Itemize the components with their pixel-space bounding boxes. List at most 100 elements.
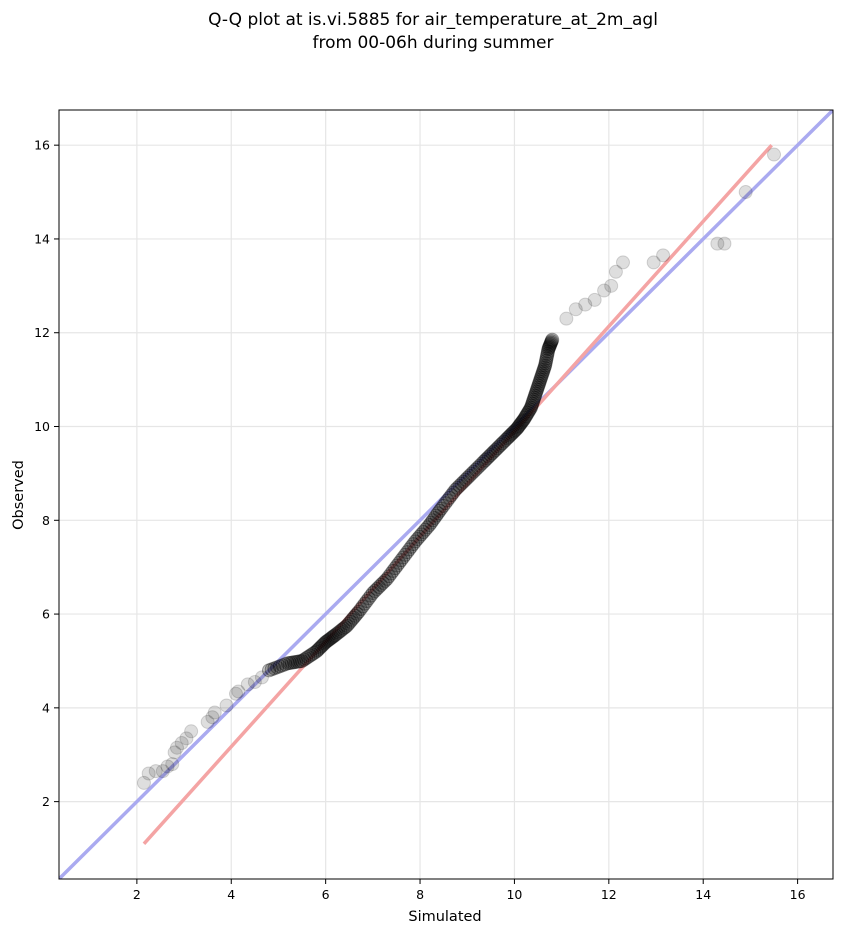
body-point-156 [530,382,545,397]
x-axis-label: Simulated [408,909,481,925]
body-point-131 [507,424,522,439]
body-point-16 [299,651,314,666]
body-point-31 [322,632,337,647]
body-point-133 [509,421,524,436]
x-tick-label-5: 12 [601,887,617,902]
body-point-101 [454,476,469,491]
body-point-52 [357,596,372,611]
body-point-159 [532,376,547,391]
y-tick-label-2: 6 [42,607,50,622]
body-point-95 [442,490,457,505]
body-point-36 [329,626,344,641]
body-point-105 [462,468,477,483]
x-tick-label-3: 8 [416,887,424,902]
x-tick-label-1: 4 [227,887,235,902]
tail-point-26 [608,264,623,279]
body-point-12 [291,654,306,669]
body-point-60 [373,577,388,592]
body-point-41 [338,620,353,635]
body-point-92 [436,498,451,513]
body-point-165 [536,364,551,379]
reference-lines [59,110,833,879]
body-point-66 [386,563,401,578]
tail-point-1 [141,766,156,781]
body-point-82 [418,522,433,537]
body-point-93 [438,496,453,511]
body-point-172 [539,349,554,364]
body-point-7 [280,656,295,671]
body-point-157 [530,380,545,395]
body-point-103 [458,472,473,487]
body-point-160 [532,374,547,389]
body-point-39 [334,622,349,637]
body-point-149 [525,396,540,411]
body-point-121 [491,439,506,454]
body-point-142 [518,409,533,424]
body-point-119 [488,442,503,457]
body-point-37 [331,625,346,640]
body-point-2 [267,661,282,676]
tail-point-2 [148,764,163,779]
body-point-135 [511,419,526,434]
body-point-6 [278,657,293,672]
identity-line [59,110,833,879]
body-point-122 [493,437,508,452]
body-point-76 [406,537,421,552]
body-point-46 [346,610,361,625]
body-point-134 [510,420,525,435]
body-point-86 [425,513,440,528]
body-point-91 [434,501,449,516]
body-point-61 [375,575,390,590]
body-point-35 [328,628,343,643]
tail-point-14 [219,698,234,713]
body-point-140 [516,412,531,427]
tail-point-6 [167,745,182,760]
body-point-19 [305,647,320,662]
body-point-162 [534,370,549,385]
body-point-30 [321,633,336,648]
body-point-117 [485,446,500,461]
body-point-57 [367,583,382,598]
tail-point-12 [205,710,220,725]
x-tick-label-0: 2 [133,887,141,902]
tail-point-33 [767,147,782,162]
body-point-153 [527,388,542,403]
body-point-108 [468,462,483,477]
body-point-182 [545,332,560,347]
body-point-98 [448,482,463,497]
body-point-118 [486,444,501,459]
body-point-107 [466,464,481,479]
tail-point-25 [604,278,619,293]
body-point-78 [410,532,425,547]
body-point-100 [452,478,467,493]
y-tick-label-1: 4 [42,700,50,715]
body-point-13 [293,654,308,669]
grid [59,110,833,879]
x-tick-label-4: 10 [506,887,522,902]
tail-point-27 [615,255,630,270]
body-point-130 [505,425,520,440]
body-point-3 [270,660,285,675]
body-point-8 [282,655,297,670]
body-point-34 [326,629,341,644]
body-point-4 [272,659,287,674]
body-point-102 [456,474,471,489]
body-point-73 [400,545,415,560]
body-point-88 [429,508,444,523]
tail-point-21 [568,302,583,317]
body-point-85 [424,515,439,530]
body-point-124 [496,434,511,449]
body-point-47 [348,608,363,623]
tail-point-0 [136,775,151,790]
body-point-64 [382,569,397,584]
body-point-127 [501,429,516,444]
body-point-84 [422,517,437,532]
body-point-53 [359,594,374,609]
body-point-90 [432,503,447,518]
body-point-120 [490,441,505,456]
body-point-114 [480,451,495,466]
y-tick-label-3: 8 [42,513,50,528]
body-point-9 [284,655,299,670]
y-axis-ticks: 2 4 6 8 10 12 14 16 [34,138,59,809]
body-point-126 [500,431,515,446]
